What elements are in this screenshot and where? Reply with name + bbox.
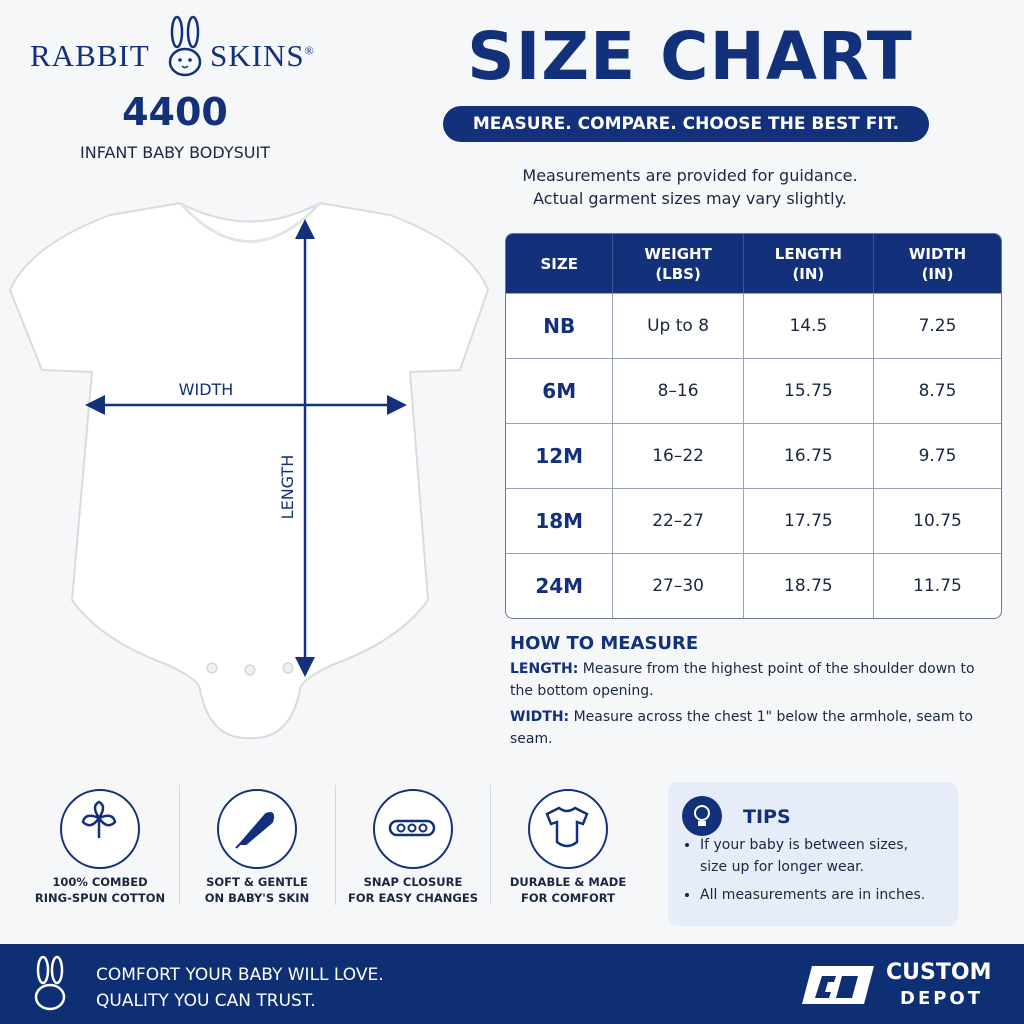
- measure-text: Measure from the highest point of the sh…: [510, 661, 975, 699]
- header-row: SIZE WEIGHT (LBS) LENGTH (IN) WIDTH (IN): [506, 234, 1001, 293]
- cell: 8–16: [612, 358, 743, 423]
- size-cell: 24M: [506, 553, 613, 618]
- slogan-line: QUALITY YOU CAN TRUST.: [96, 991, 316, 1011]
- brand-mark: ®: [304, 43, 315, 58]
- size-cell: NB: [506, 293, 613, 358]
- header-line: SIZE: [540, 254, 578, 273]
- logo-line: DEPOT: [900, 988, 984, 1009]
- tip: If your baby is between sizes, size up f…: [700, 834, 935, 878]
- separator: [335, 785, 336, 905]
- tips-list: If your baby is between sizes, size up f…: [668, 834, 935, 906]
- column-header: WIDTH (IN): [873, 234, 1001, 293]
- feature-label: ON BABY'S SKIN: [204, 891, 310, 905]
- table-row: 18M 22–27 17.75 10.75: [506, 488, 1001, 553]
- tips-icon: [682, 796, 722, 836]
- size-table: SIZE WEIGHT (LBS) LENGTH (IN) WIDTH (IN) NB Up t…: [506, 234, 1001, 618]
- feature: DURABLE & MADE FOR COMFORT: [488, 788, 648, 906]
- feature-label: SOFT & GENTLE: [206, 875, 308, 889]
- measure-item: LENGTH: Measure from the highest point o…: [510, 658, 980, 702]
- product-name: INFANT BABY BODYSUIT: [80, 143, 270, 162]
- cd-icon: [802, 966, 874, 1004]
- header-line: LENGTH: [774, 244, 842, 263]
- how-to-measure: HOW TO MEASURE LENGTH: Measure from the …: [510, 633, 980, 750]
- brand-left: RABBIT: [30, 38, 150, 73]
- section-title: HOW TO MEASURE: [510, 633, 699, 654]
- header-line: WEIGHT: [644, 244, 712, 263]
- bunny-logo: [168, 15, 202, 77]
- cell: 7.25: [873, 293, 1001, 358]
- cell: 15.75: [742, 358, 874, 423]
- table-row: NB Up to 8 14.5 7.25: [506, 293, 1001, 358]
- column-header: SIZE: [506, 234, 613, 293]
- feature-icon: [217, 789, 297, 869]
- bodysuit-diagram: WIDTH LENGTH: [8, 201, 490, 740]
- separator: [490, 785, 491, 905]
- feature-label: DURABLE & MADE: [509, 875, 627, 889]
- slogan-line: COMFORT YOUR BABY WILL LOVE.: [96, 965, 384, 985]
- feature-label: FOR EASY CHANGES: [347, 891, 479, 905]
- product-code: 4400: [122, 90, 228, 134]
- size-cell: 6M: [506, 358, 613, 423]
- cell: 9.75: [873, 423, 1001, 488]
- footer: COMFORT YOUR BABY WILL LOVE. QUALITY YOU…: [0, 944, 1024, 1024]
- cell: 22–27: [612, 488, 743, 553]
- size-table-wrap: SIZE WEIGHT (LBS) LENGTH (IN) WIDTH (IN) NB Up t…: [505, 233, 1002, 619]
- table-row: 6M 8–16 15.75 8.75: [506, 358, 1001, 423]
- cell: 10.75: [873, 488, 1001, 553]
- header-line: (LBS): [655, 264, 701, 283]
- brand-right-text: SKINS: [210, 38, 305, 73]
- cell: 8.75: [873, 358, 1001, 423]
- tagline: MEASURE. COMPARE. CHOOSE THE BEST FIT.: [443, 106, 929, 142]
- note-line: Actual garment sizes may vary slightly.: [533, 189, 847, 208]
- measure-text: Measure across the chest 1" below the ar…: [510, 709, 973, 747]
- cell: 16–22: [612, 423, 743, 488]
- cell: Up to 8: [612, 293, 743, 358]
- cell: 18.75: [742, 553, 874, 618]
- feature: SNAP CLOSURE FOR EASY CHANGES: [333, 788, 493, 906]
- cell: 14.5: [742, 293, 874, 358]
- header-line: (IN): [921, 264, 954, 283]
- cell: 11.75: [873, 553, 1001, 618]
- feature: SOFT & GENTLE ON BABY'S SKIN: [177, 788, 337, 906]
- cell: 27–30: [612, 553, 743, 618]
- feature: 100% COMBED RING-SPUN COTTON: [20, 788, 180, 906]
- header-line: (IN): [792, 264, 825, 283]
- cell: 16.75: [742, 423, 874, 488]
- size-cell: 12M: [506, 423, 613, 488]
- table-row: 24M 27–30 18.75 11.75: [506, 553, 1001, 618]
- column-header: LENGTH (IN): [742, 234, 874, 293]
- title: SIZE CHART: [467, 18, 913, 95]
- tips-title: TIPS: [743, 806, 791, 828]
- logo-line: CUSTOM: [886, 960, 992, 985]
- cell: 17.75: [742, 488, 874, 553]
- column-header: WEIGHT (LBS): [612, 234, 743, 293]
- footer-bunny: [34, 955, 66, 1011]
- feature-icon: [60, 789, 140, 869]
- note-line: Measurements are provided for guidance.: [522, 166, 858, 185]
- logo-text: CUSTOM DEPOT: [886, 960, 991, 1012]
- feature-icon: [528, 789, 608, 869]
- measure-item: WIDTH: Measure across the chest 1" below…: [510, 706, 980, 750]
- table-row: 12M 16–22 16.75 9.75: [506, 423, 1001, 488]
- tip: All measurements are in inches.: [700, 884, 935, 906]
- header-line: WIDTH: [908, 244, 967, 263]
- tips-box: TIPS If your baby is between sizes, size…: [668, 782, 958, 926]
- note: Measurements are provided for guidance. …: [480, 164, 900, 210]
- feature-label: 100% COMBED: [52, 875, 148, 889]
- length-label: LENGTH: [278, 455, 297, 520]
- separator: [179, 785, 180, 905]
- feature-label: RING-SPUN COTTON: [34, 891, 166, 905]
- feature-label: FOR COMFORT: [521, 891, 615, 905]
- size-cell: 18M: [506, 488, 613, 553]
- feature-icon: [373, 789, 453, 869]
- slogan: COMFORT YOUR BABY WILL LOVE. QUALITY YOU…: [96, 962, 384, 1014]
- measure-term: WIDTH:: [510, 709, 570, 725]
- feature-label: SNAP CLOSURE: [363, 875, 463, 889]
- measure-term: LENGTH:: [510, 661, 579, 677]
- brand-right: SKINS®: [210, 38, 315, 74]
- width-label: WIDTH: [179, 380, 234, 399]
